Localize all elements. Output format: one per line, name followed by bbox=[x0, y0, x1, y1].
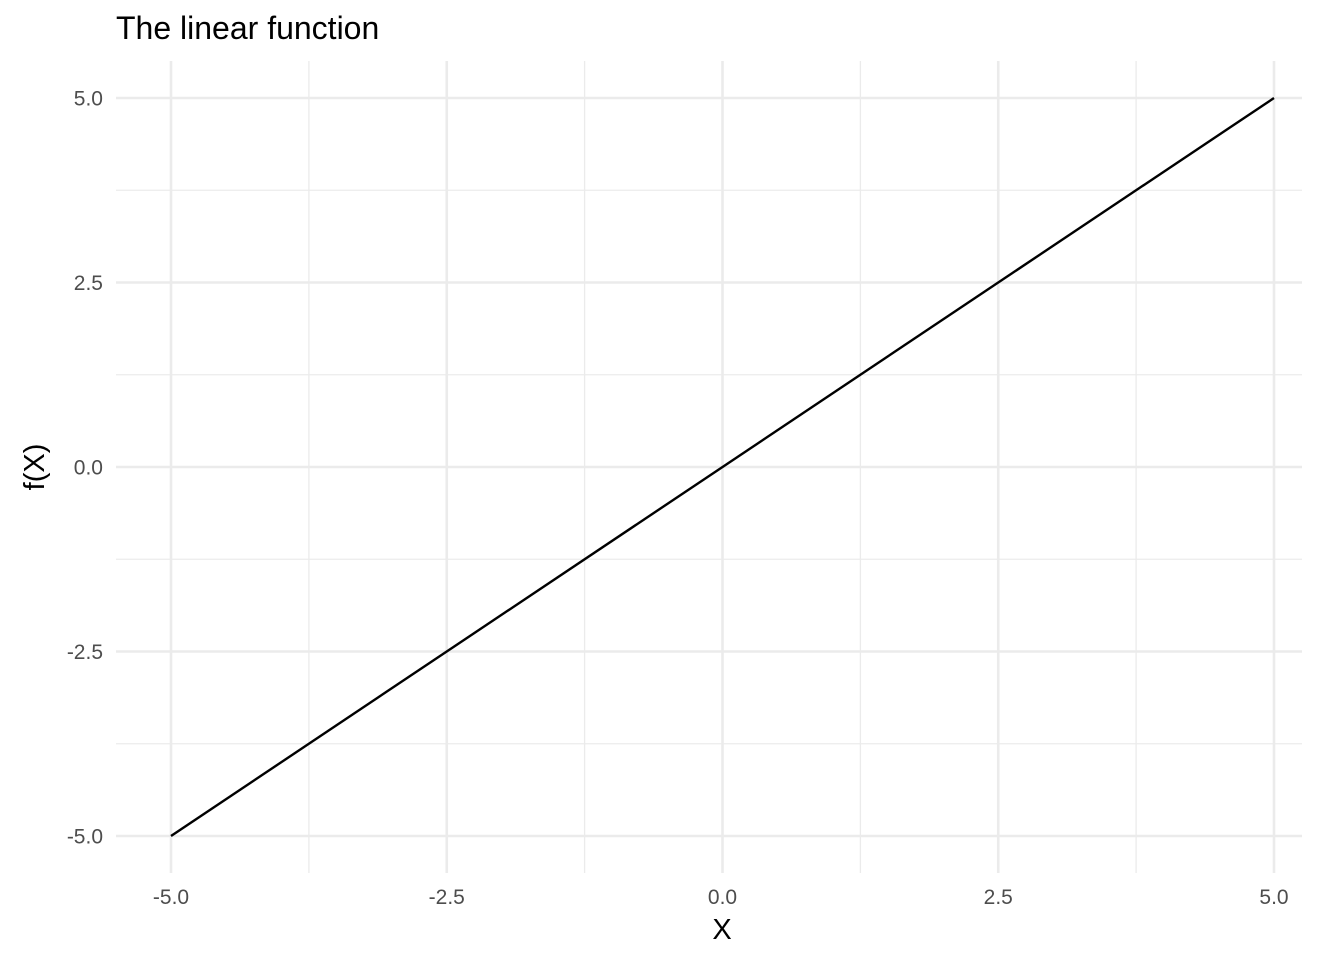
x-tick-label: -2.5 bbox=[429, 886, 465, 909]
y-axis-label: f(X) bbox=[19, 444, 51, 491]
series-line bbox=[170, 97, 1275, 837]
y-tick-label: 2.5 bbox=[74, 272, 103, 295]
y-tick-label: -5.0 bbox=[67, 826, 103, 849]
chart-title: The linear function bbox=[116, 10, 379, 46]
x-tick-label: 2.5 bbox=[984, 886, 1013, 909]
tick-labels: -5.0 -2.5 0.0 2.5 5.0 -5.0 -2.5 0.0 2.5 5.0 bbox=[67, 88, 1289, 910]
x-tick-label: -5.0 bbox=[153, 886, 189, 909]
y-tick-label: -2.5 bbox=[67, 641, 103, 664]
x-tick-label: 5.0 bbox=[1259, 886, 1288, 909]
x-axis-label: X bbox=[712, 914, 731, 946]
series-layer bbox=[170, 97, 1275, 837]
x-tick-label: 0.0 bbox=[708, 886, 737, 909]
y-tick-label: 5.0 bbox=[74, 88, 103, 111]
y-tick-label: 0.0 bbox=[74, 457, 103, 480]
